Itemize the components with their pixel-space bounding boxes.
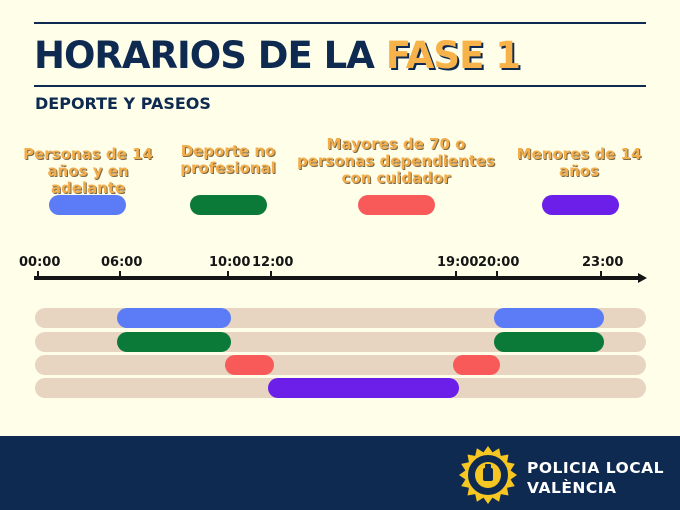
tick-mark-2000 (496, 271, 498, 280)
tick-mark-1900 (455, 271, 457, 280)
title-rule (34, 85, 646, 87)
org-name: POLICIA LOCAL VALÈNCIA (527, 458, 664, 498)
tick-mark-2300 (600, 271, 602, 280)
footer-bar (0, 436, 680, 510)
schedule-bar-2-2 (494, 332, 604, 352)
tick-mark-0600 (119, 271, 121, 280)
org-line-2: VALÈNCIA (527, 479, 617, 497)
tick-label-1000: 10:00 (209, 255, 251, 270)
legend-swatch-elderly (358, 195, 435, 215)
tick-mark-1000 (227, 271, 229, 280)
schedule-bar-2-1 (117, 332, 231, 352)
timeline-axis (34, 276, 640, 280)
tick-label-1900: 19:00 (437, 255, 479, 270)
legend-label-adults: Personas de 14 años y en adelante (23, 145, 153, 197)
tick-label-2000: 20:00 (478, 255, 520, 270)
tick-label-1200: 12:00 (252, 255, 294, 270)
tick-label-0600: 06:00 (101, 255, 143, 270)
schedule-bar-3-2 (453, 355, 500, 375)
legend-label-sport: Deporte no profesional (180, 142, 276, 177)
tick-mark-1200 (270, 271, 272, 280)
legend-label-minors: Menores de 14 años (516, 145, 642, 180)
top-rule (34, 22, 646, 24)
timeline-arrow (638, 273, 647, 283)
tick-label-0000: 00:00 (19, 255, 61, 270)
subtitle: DEPORTE Y PASEOS (35, 94, 211, 113)
page-title: HORARIOS DE LA FASE 1 (34, 34, 521, 77)
title-highlight: FASE 1 (385, 34, 521, 77)
legend-swatch-sport (190, 195, 267, 215)
title-main: HORARIOS DE LA (34, 34, 386, 77)
schedule-track-3 (35, 355, 646, 375)
legend-swatch-adults (49, 195, 126, 215)
schedule-bar-4-1 (268, 378, 459, 398)
schedule-bar-1-1 (117, 308, 231, 328)
org-line-1: POLICIA LOCAL (527, 459, 664, 477)
tick-label-2300: 23:00 (582, 255, 624, 270)
schedule-bar-1-2 (494, 308, 604, 328)
legend-label-elderly: Mayores de 70 o personas dependientes co… (297, 135, 495, 187)
legend-swatch-minors (542, 195, 619, 215)
police-badge-icon (459, 446, 517, 504)
tick-mark-0000 (37, 271, 39, 280)
schedule-bar-3-1 (225, 355, 274, 375)
